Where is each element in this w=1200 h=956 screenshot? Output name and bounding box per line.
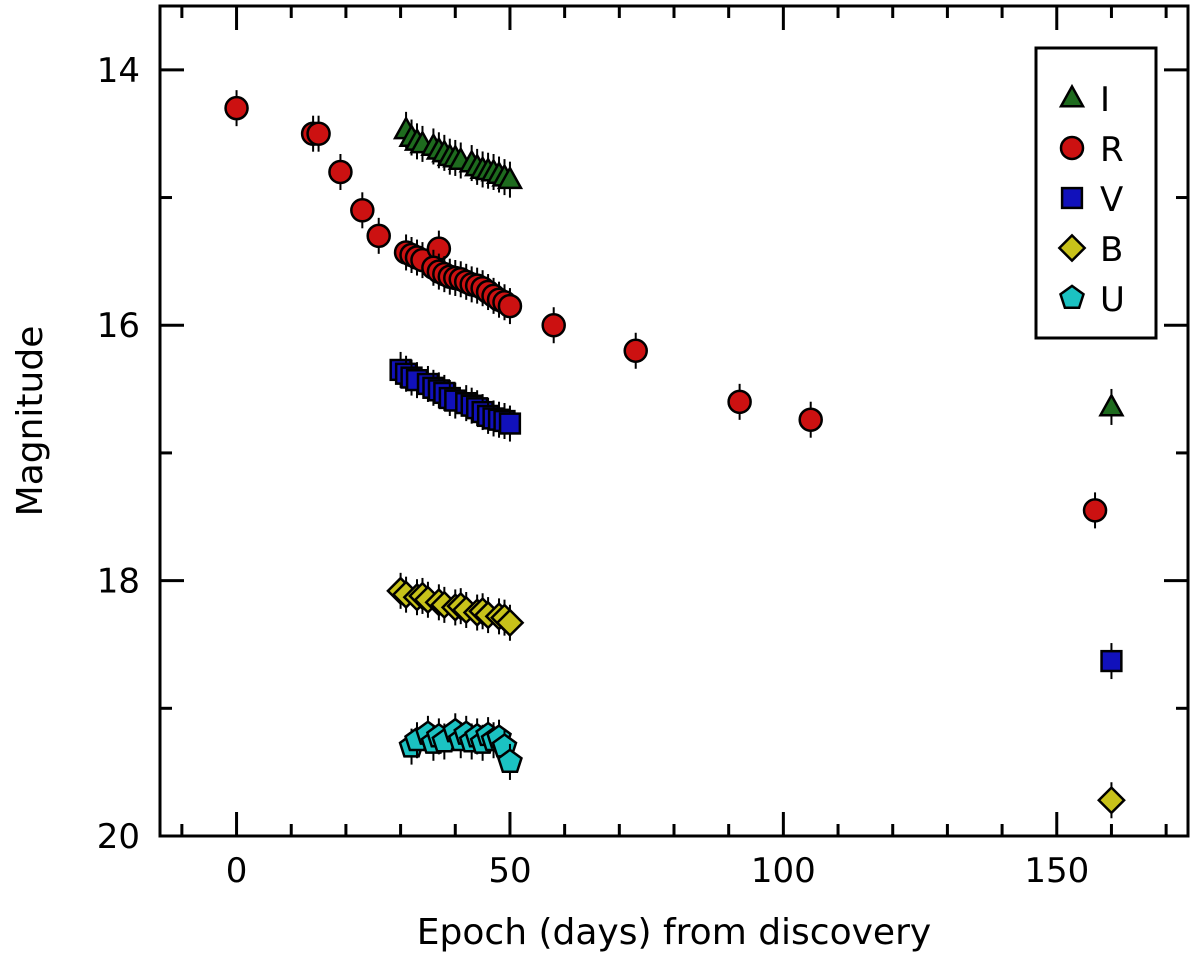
legend-marker-U (1059, 284, 1085, 310)
data-point-R (306, 121, 331, 146)
y-axis-label: Magnitude (10, 326, 51, 517)
data-point-R (350, 198, 375, 223)
x-tick-label: 50 (488, 851, 531, 891)
legend-marker-V (1060, 186, 1084, 210)
data-point-R (497, 293, 523, 319)
y-tick-label: 20 (97, 817, 140, 857)
series-R (224, 90, 1108, 529)
series-V (389, 351, 1123, 680)
data-point-V (498, 412, 522, 435)
x-axis-label: Epoch (days) from discovery (417, 912, 931, 953)
data-point-R (1082, 498, 1108, 523)
legend-label: V (1100, 180, 1123, 220)
x-tick-label: 100 (751, 851, 816, 891)
legend-label: I (1100, 80, 1110, 120)
data-point-R (328, 159, 353, 185)
axes: 0 50 100 150 14 16 18 20 (97, 4, 1190, 891)
legend-label: U (1100, 280, 1125, 320)
data-point-I (1098, 392, 1125, 417)
data-point-V (1100, 649, 1123, 673)
y-tick-label: 16 (97, 306, 140, 346)
y-tick-label: 18 (97, 562, 140, 602)
data-point-R (366, 223, 391, 249)
plot-area (224, 90, 1126, 819)
data-point-B (495, 608, 525, 638)
data-point-R (224, 95, 249, 121)
legend-box (1034, 46, 1158, 340)
data-point-B (1097, 785, 1126, 815)
data-point-R (727, 389, 752, 415)
x-tick-label: 150 (1024, 851, 1089, 891)
legend-marker-B (1057, 233, 1087, 263)
legend-label: B (1100, 230, 1123, 270)
data-point-U (496, 748, 523, 773)
data-point-R (623, 338, 648, 364)
data-point-R (798, 407, 823, 432)
series-B (386, 572, 1126, 819)
series-I (392, 111, 1125, 425)
legend-marker-I (1058, 83, 1086, 108)
y-tick-label: 14 (97, 51, 140, 91)
data-point-I (496, 165, 524, 190)
series-U (398, 713, 523, 780)
data-point-R (541, 312, 566, 338)
x-tick-label: 0 (226, 851, 248, 891)
legend-label: R (1100, 130, 1124, 170)
legend-marker-R (1059, 135, 1085, 161)
